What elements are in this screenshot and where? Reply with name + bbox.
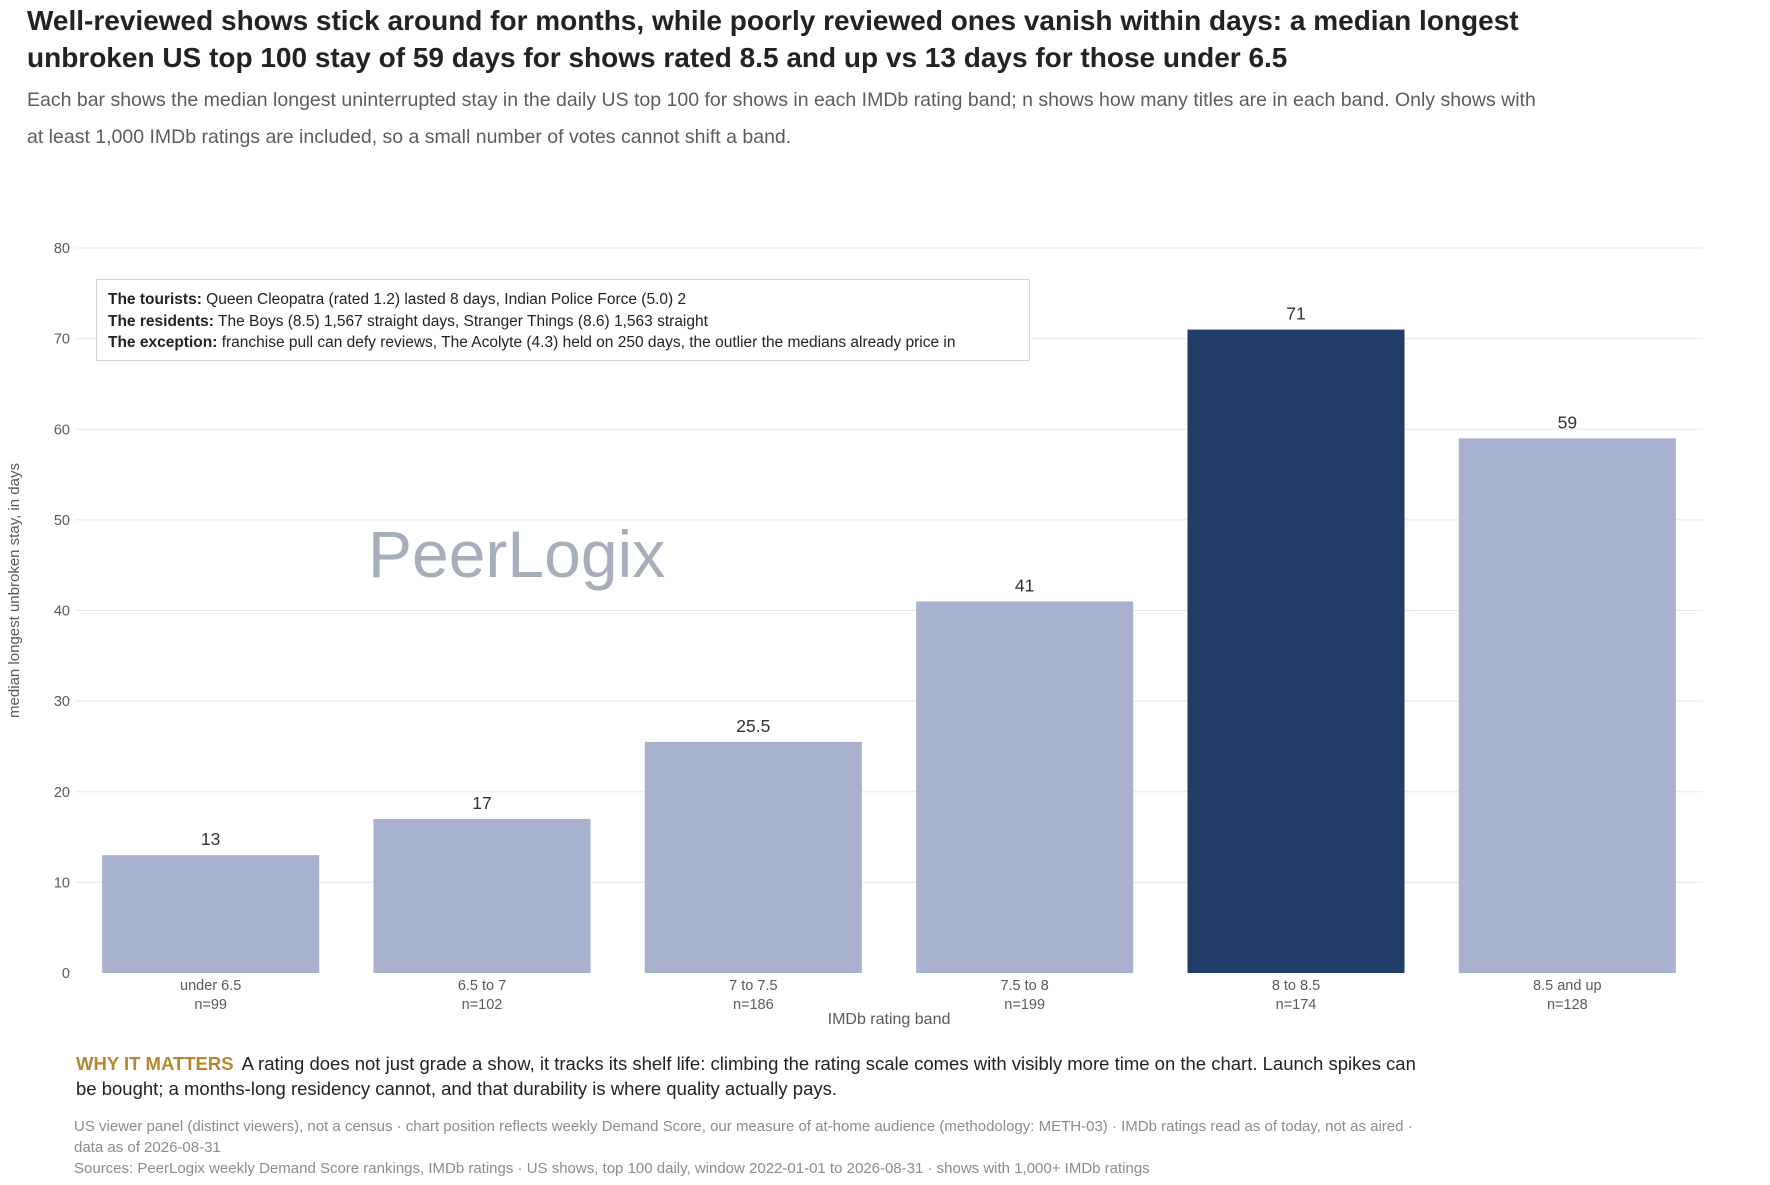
y-tick-label: 60 [54, 422, 70, 438]
why-it-matters-text: A rating does not just grade a show, it … [76, 1053, 1416, 1099]
annotation-tourists: The tourists: Queen Cleopatra (rated 1.2… [108, 289, 1018, 311]
bar-chart: 0 10 20 30 40 50 60 70 80 13 under 6.5 n=99 17 6.5 to… [6, 241, 1703, 1028]
x-tick-label: 8.5 and up [1533, 978, 1602, 994]
x-tick-label: 6.5 to 7 [458, 978, 506, 994]
data-label: 17 [472, 793, 491, 813]
why-it-matters: WHY IT MATTERS A rating does not just gra… [76, 1051, 1416, 1101]
chart-title: Well-reviewed shows stick around for mon… [27, 5, 1519, 73]
data-label: 71 [1286, 304, 1305, 324]
y-tick-label: 80 [54, 241, 70, 257]
annotation-box: The tourists: Queen Cleopatra (rated 1.2… [96, 279, 1030, 361]
footer-note: US viewer panel (distinct viewers), not … [74, 1118, 1413, 1156]
annotation-tourists-label: The tourists: [108, 291, 202, 308]
x-tick-count: n=199 [1004, 997, 1045, 1013]
y-tick-label: 70 [54, 332, 70, 348]
bar [1458, 438, 1676, 973]
data-label: 25.5 [736, 716, 770, 736]
data-label: 59 [1558, 412, 1577, 432]
x-tick-count: n=102 [462, 997, 503, 1013]
bar [102, 855, 320, 973]
x-tick-label: 7 to 7.5 [729, 978, 777, 994]
annotation-residents-label: The residents: [108, 312, 214, 330]
bar [1187, 329, 1405, 973]
annotation-residents: The residents: The Boys (8.5) 1,567 stra… [108, 311, 1018, 333]
y-tick-label: 30 [54, 694, 70, 710]
y-tick-label: 0 [62, 966, 70, 982]
annotation-exception-text: franchise pull can defy reviews, The Aco… [217, 334, 956, 351]
bar [916, 601, 1134, 973]
annotation-exception-label: The exception: [108, 334, 218, 351]
data-label: 41 [1015, 575, 1034, 595]
data-label: 13 [201, 829, 220, 849]
chart-subtitle: Each bar shows the median longest uninte… [27, 89, 1536, 148]
x-tick-label: 7.5 to 8 [1000, 978, 1048, 994]
y-tick-label: 50 [54, 513, 70, 529]
y-tick-label: 10 [54, 875, 70, 891]
bar [373, 818, 591, 973]
x-tick-count: n=128 [1547, 997, 1588, 1013]
why-it-matters-label: WHY IT MATTERS [76, 1053, 234, 1074]
x-tick-count: n=186 [733, 997, 774, 1013]
peerlogix-watermark: PeerLogix [368, 517, 666, 591]
x-axis-title: IMDb rating band [828, 1011, 951, 1028]
x-tick-label: under 6.5 [180, 978, 241, 994]
y-tick-label: 20 [54, 785, 70, 801]
y-tick-label: 40 [54, 604, 70, 620]
footer-sources: Sources: PeerLogix weekly Demand Score r… [74, 1160, 1150, 1177]
annotation-exception: The exception: franchise pull can defy r… [108, 332, 1018, 354]
y-axis-title: median longest unbroken stay, in days [6, 463, 23, 718]
annotation-residents-text: The Boys (8.5) 1,567 straight days, Stra… [213, 312, 708, 330]
x-tick-count: n=99 [194, 997, 227, 1013]
x-tick-count: n=174 [1276, 997, 1317, 1013]
bar [644, 741, 862, 973]
annotation-tourists-text: Queen Cleopatra (rated 1.2) lasted 8 day… [201, 291, 687, 308]
x-tick-label: 8 to 8.5 [1272, 978, 1320, 994]
